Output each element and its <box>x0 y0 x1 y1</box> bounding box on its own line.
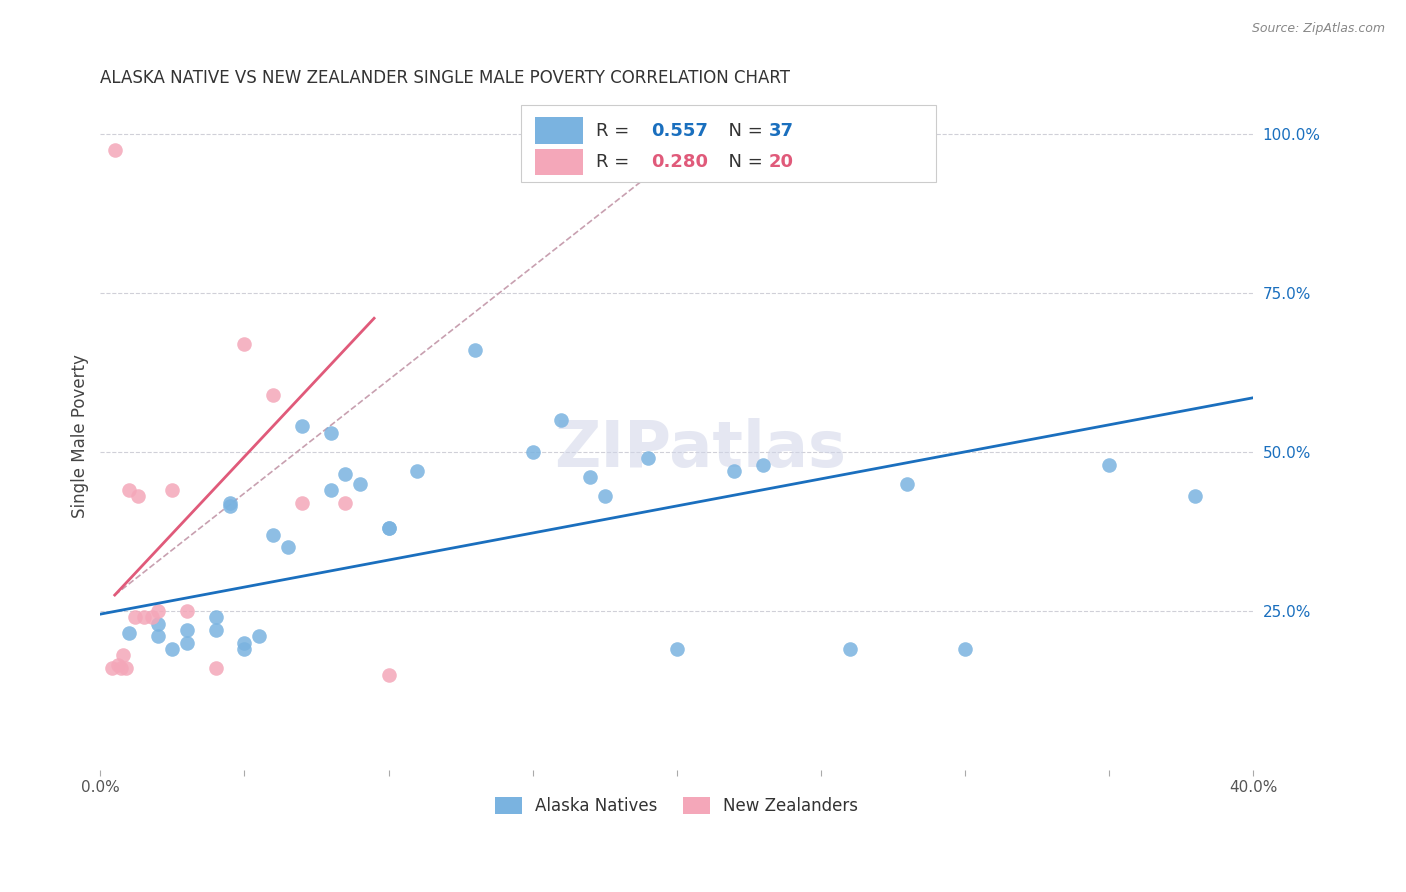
Point <box>319 483 342 497</box>
Point <box>522 445 544 459</box>
Point <box>349 476 371 491</box>
Y-axis label: Single Male Poverty: Single Male Poverty <box>72 354 89 518</box>
Point <box>377 521 399 535</box>
Text: 0.557: 0.557 <box>651 121 709 140</box>
Point <box>665 642 688 657</box>
Text: 20: 20 <box>769 153 794 171</box>
Point <box>162 642 184 657</box>
Text: N =: N = <box>717 153 769 171</box>
Point <box>115 661 138 675</box>
Point <box>233 642 256 657</box>
Point <box>141 610 163 624</box>
Point <box>176 636 198 650</box>
FancyBboxPatch shape <box>522 105 936 182</box>
Point <box>335 467 357 482</box>
Point <box>118 483 141 497</box>
Point <box>233 636 256 650</box>
Point <box>176 623 198 637</box>
Point <box>406 464 429 478</box>
Point <box>319 425 342 440</box>
Text: 0.280: 0.280 <box>651 153 709 171</box>
Point <box>204 610 226 624</box>
Point <box>896 476 918 491</box>
Point <box>176 604 198 618</box>
Point <box>335 496 357 510</box>
Point <box>550 413 572 427</box>
Point <box>204 623 226 637</box>
Point <box>262 527 284 541</box>
Point <box>291 419 314 434</box>
Point <box>118 626 141 640</box>
Point <box>219 499 242 513</box>
Point <box>146 616 169 631</box>
Point <box>464 343 486 357</box>
Point <box>262 387 284 401</box>
Point <box>101 661 124 675</box>
Point <box>377 667 399 681</box>
Point <box>723 464 745 478</box>
Point <box>146 604 169 618</box>
Legend: Alaska Natives, New Zealanders: Alaska Natives, New Zealanders <box>489 790 865 822</box>
Point <box>277 541 299 555</box>
Point <box>291 496 314 510</box>
Point <box>204 661 226 675</box>
Point <box>124 610 146 624</box>
Point <box>247 629 270 643</box>
Text: R =: R = <box>596 153 636 171</box>
Point <box>132 610 155 624</box>
Point <box>233 336 256 351</box>
Point <box>953 642 976 657</box>
Text: R =: R = <box>596 121 636 140</box>
Text: ZIPatlas: ZIPatlas <box>554 418 846 480</box>
Point <box>219 496 242 510</box>
Point <box>127 490 149 504</box>
Point <box>377 521 399 535</box>
Point <box>146 629 169 643</box>
Point <box>579 470 602 484</box>
Point <box>110 661 132 675</box>
FancyBboxPatch shape <box>534 149 583 176</box>
Point <box>1098 458 1121 472</box>
Text: N =: N = <box>717 121 769 140</box>
Point <box>107 658 129 673</box>
Text: ALASKA NATIVE VS NEW ZEALANDER SINGLE MALE POVERTY CORRELATION CHART: ALASKA NATIVE VS NEW ZEALANDER SINGLE MA… <box>100 69 790 87</box>
Point <box>1184 490 1206 504</box>
Point <box>104 143 127 157</box>
Text: 37: 37 <box>769 121 794 140</box>
Point <box>752 458 775 472</box>
Point <box>637 451 659 466</box>
Point <box>162 483 184 497</box>
Point <box>593 490 616 504</box>
FancyBboxPatch shape <box>534 118 583 144</box>
Text: Source: ZipAtlas.com: Source: ZipAtlas.com <box>1251 22 1385 36</box>
Point <box>112 648 135 663</box>
Point <box>838 642 860 657</box>
